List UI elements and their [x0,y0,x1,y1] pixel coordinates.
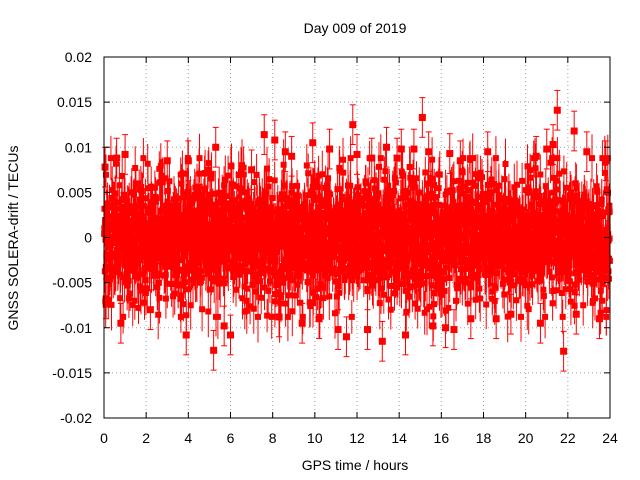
data-point [429,322,437,330]
data-point [410,145,418,153]
x-tick-label: 2 [142,430,150,446]
data-point [146,306,154,314]
data-point [260,131,268,139]
data-point [532,152,540,160]
tick-labels: 0 2 4 6 8 10 12 14 16 18 20 22 24-0.02-0.015-0.01-0.… [52,49,618,446]
data-point [288,152,296,160]
data-point [425,148,433,156]
data-point [397,145,405,153]
x-tick-label: 0 [100,430,108,446]
x-tick-label: 6 [227,430,235,446]
data-point [467,315,475,323]
x-tick-label: 8 [269,430,277,446]
data-point [543,145,551,153]
data-point [595,315,603,323]
data-point [121,150,129,158]
data-point [393,154,401,162]
data-point [602,157,610,165]
data-point [560,347,568,355]
y-tick-label: 0.005 [57,184,92,200]
data-point [418,113,426,121]
data-point [378,337,386,345]
data-point [281,148,289,156]
data-point [184,157,192,165]
data-point [401,331,409,339]
x-tick-label: 4 [184,430,192,446]
data-point [553,106,561,114]
data-point [102,295,110,303]
y-tick-label: -0.005 [52,275,92,291]
x-tick-label: 18 [476,430,492,446]
data-point [383,143,391,151]
data-point [117,319,125,327]
data-point [349,121,357,129]
data-point [484,148,492,156]
y-tick-label: 0 [84,230,92,246]
data-point [182,331,190,339]
data-point [456,157,464,165]
data-point [572,310,580,318]
y-tick-label: -0.01 [60,320,92,336]
x-tick-label: 14 [391,430,407,446]
data-point [450,326,458,334]
data-point [298,319,306,327]
data-point [507,310,515,318]
data-point [364,326,372,334]
y-tick-label: 0.01 [65,139,92,155]
data-point [492,315,500,323]
data-point [271,136,279,144]
data-point [101,163,109,171]
data-point [315,315,323,323]
data-point [368,154,376,162]
data-point [342,333,350,341]
data-point [163,157,171,165]
data-point [309,139,317,147]
data-point [113,154,121,162]
data-point [220,322,228,330]
x-tick-label: 20 [518,430,534,446]
data-point [275,313,283,321]
chart-title: Day 009 of 2019 [304,20,407,36]
data-point [536,319,544,327]
y-tick-label: 0.02 [65,49,92,65]
x-tick-label: 16 [434,430,450,446]
data-point [248,166,256,174]
data-point [212,143,220,151]
x-tick-label: 10 [307,430,323,446]
y-tick-label: -0.015 [52,365,92,381]
data-point [353,150,361,158]
data-series [101,89,613,372]
y-axis-label: GNSS SOLERA-drift / TECUs [5,146,21,331]
data-point [210,346,218,354]
data-point [442,324,450,332]
data-point [334,326,342,334]
x-tick-label: 24 [602,430,618,446]
x-axis-label: GPS time / hours [302,457,409,473]
axis-ticks [103,56,611,419]
data-point [570,127,578,135]
data-point [227,331,234,339]
data-point [583,148,591,156]
x-tick-label: 22 [560,430,576,446]
y-tick-label: -0.02 [60,410,92,426]
data-point [549,141,557,149]
x-tick-label: 12 [349,430,365,446]
y-tick-label: 0.015 [57,94,92,110]
data-point [446,150,454,158]
data-point [326,145,334,153]
